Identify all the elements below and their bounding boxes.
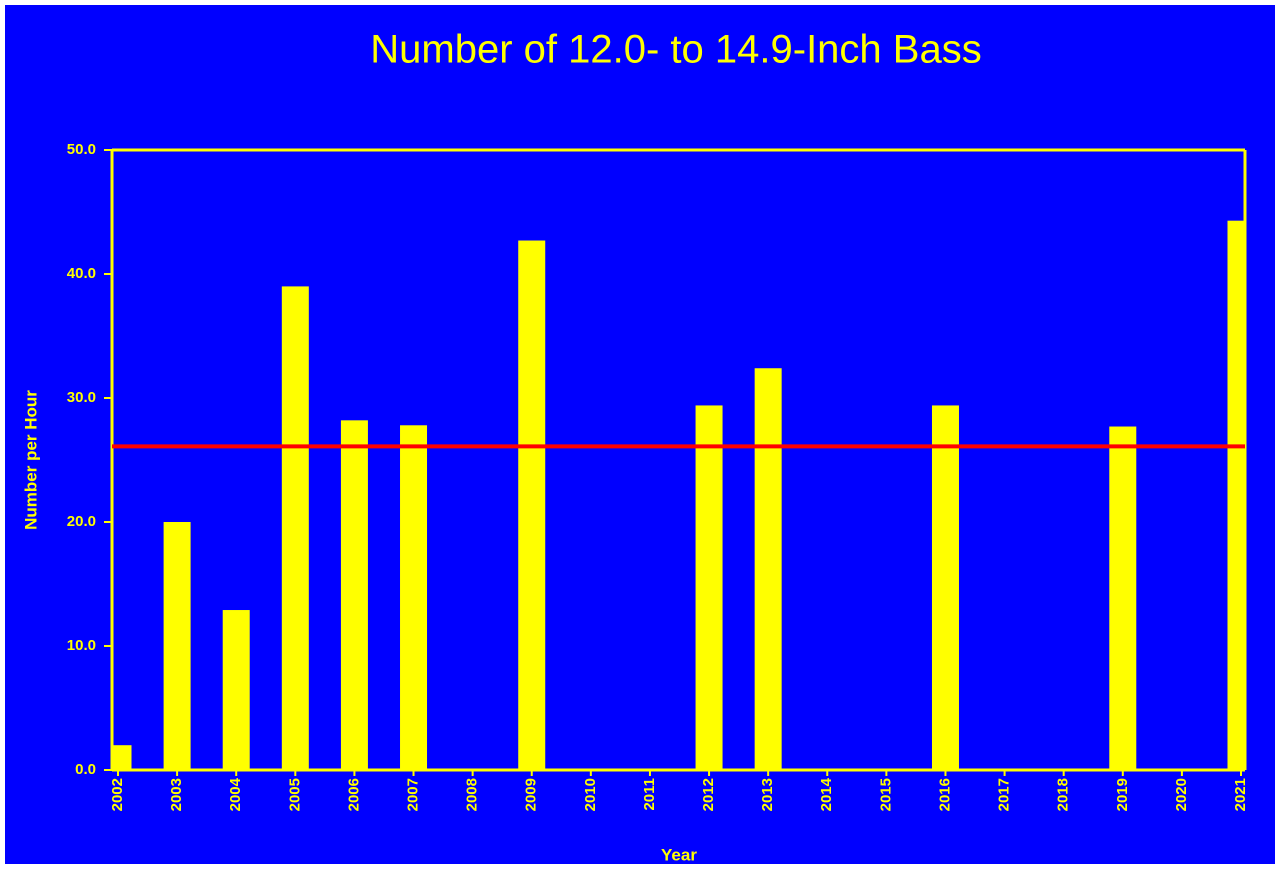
y-tick-label: 10.0 bbox=[67, 637, 96, 654]
x-tick-label: 2006 bbox=[345, 778, 362, 811]
x-tick-label: 2021 bbox=[1232, 778, 1249, 811]
x-tick-label: 2009 bbox=[523, 778, 540, 811]
bar bbox=[695, 405, 723, 770]
y-tick-label: 50.0 bbox=[67, 141, 96, 158]
x-tick-label: 2020 bbox=[1173, 778, 1190, 811]
x-tick-label: 2007 bbox=[404, 778, 421, 811]
x-tick-label: 2004 bbox=[227, 777, 244, 811]
x-tick-label: 2013 bbox=[759, 778, 776, 811]
y-tick-label: 20.0 bbox=[67, 513, 96, 530]
bar bbox=[281, 286, 309, 770]
bar bbox=[163, 522, 191, 770]
x-tick-label: 2012 bbox=[700, 778, 717, 811]
y-axis-label: Number per Hour bbox=[21, 390, 40, 530]
x-tick-label: 2017 bbox=[996, 778, 1013, 811]
x-axis-label: Year bbox=[661, 845, 697, 864]
bar bbox=[1227, 220, 1245, 770]
bar bbox=[112, 745, 132, 770]
bar bbox=[518, 240, 546, 770]
chart-title: Number of 12.0- to 14.9-Inch Bass bbox=[370, 28, 981, 72]
x-tick-label: 2016 bbox=[936, 778, 953, 811]
bars bbox=[112, 220, 1245, 770]
x-tick-label: 2005 bbox=[286, 778, 303, 811]
x-tick-label: 2014 bbox=[818, 777, 835, 811]
x-tick-label: 2008 bbox=[464, 778, 481, 811]
x-tick-label: 2018 bbox=[1055, 778, 1072, 811]
bar bbox=[400, 425, 428, 770]
chart-background bbox=[5, 5, 1275, 864]
bar bbox=[754, 368, 782, 770]
x-tick-label: 2015 bbox=[877, 778, 894, 811]
bar bbox=[931, 405, 959, 770]
x-tick-label: 2011 bbox=[641, 778, 658, 811]
x-tick-label: 2019 bbox=[1114, 778, 1131, 811]
bar bbox=[340, 420, 368, 770]
bar bbox=[1109, 426, 1137, 770]
y-tick-label: 40.0 bbox=[67, 265, 96, 282]
x-tick-label: 2002 bbox=[109, 778, 126, 811]
bar bbox=[222, 610, 250, 770]
x-tick-label: 2010 bbox=[582, 778, 599, 811]
y-tick-label: 0.0 bbox=[75, 761, 96, 778]
y-tick-label: 30.0 bbox=[67, 389, 96, 406]
x-tick-label: 2003 bbox=[168, 778, 185, 811]
